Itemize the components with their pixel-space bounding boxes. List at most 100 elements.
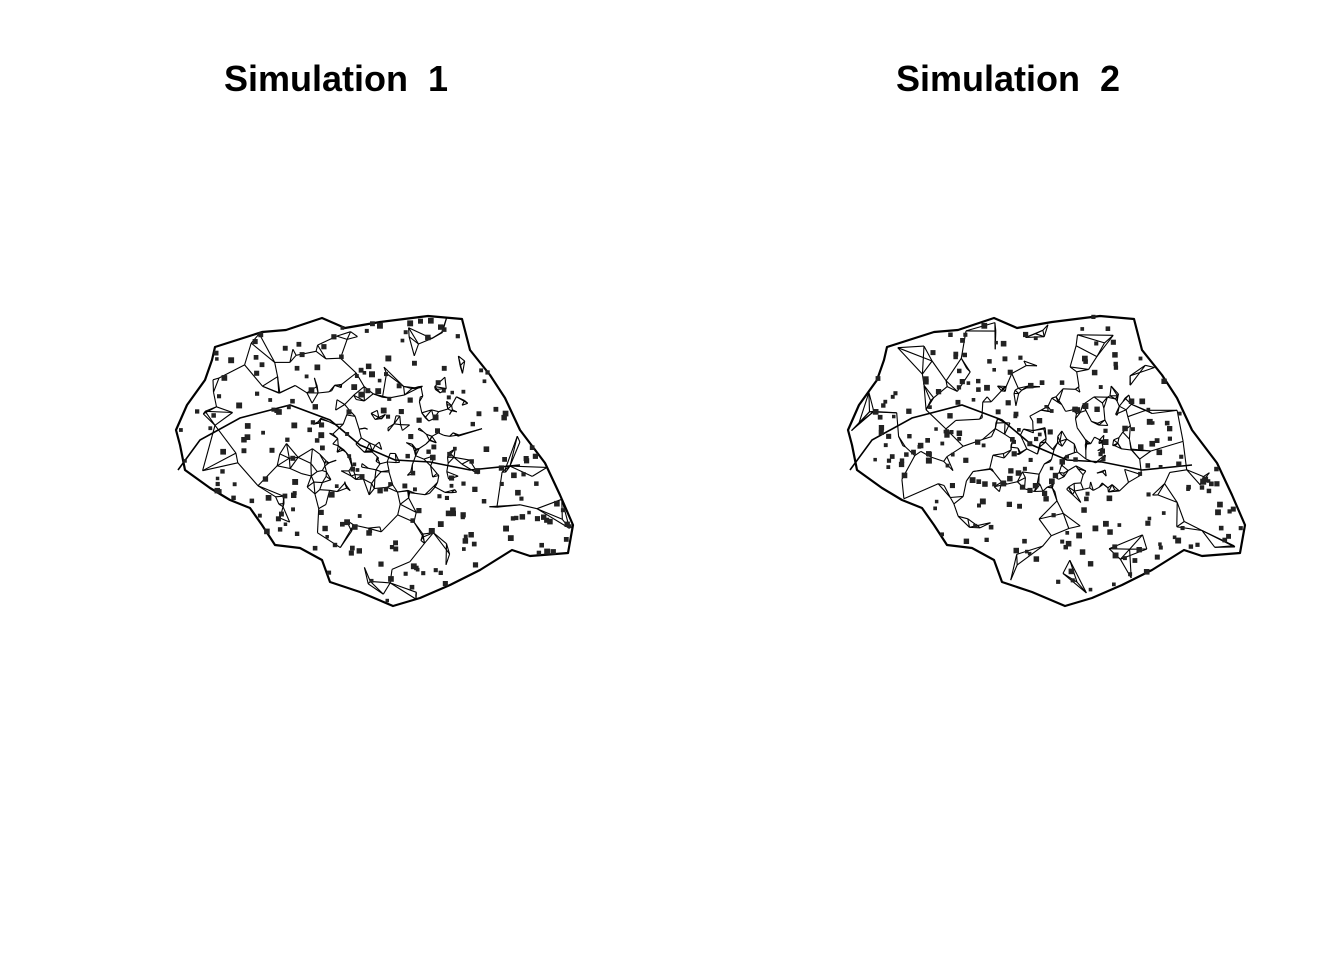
simulated-point [277, 527, 283, 532]
simulated-point [1082, 403, 1089, 409]
simulated-point [1044, 405, 1048, 409]
street-segment [1113, 437, 1120, 441]
street-segment [1058, 472, 1065, 478]
street-segment [314, 489, 321, 495]
simulated-point [906, 408, 912, 414]
street-segment [315, 344, 319, 352]
simulated-point [380, 407, 387, 414]
simulated-point [950, 452, 955, 457]
street-segment [1118, 401, 1124, 407]
street-segment [370, 409, 378, 414]
simulated-point [519, 496, 524, 501]
simulated-point [450, 507, 456, 513]
street-segment [306, 486, 316, 495]
simulated-point [1112, 352, 1118, 358]
street-segment [391, 561, 411, 570]
street-segment [1098, 482, 1103, 488]
simulated-point [1070, 578, 1075, 583]
street-segment [1059, 438, 1067, 442]
street-segment [446, 463, 449, 472]
simulated-point [307, 427, 312, 433]
simulated-point [979, 498, 986, 505]
street-segment [925, 400, 932, 411]
street-segment [353, 394, 365, 402]
street-segment [400, 424, 403, 431]
simulated-point [550, 549, 556, 555]
simulated-point [544, 548, 551, 555]
street-segment [1186, 469, 1204, 478]
street-segment [536, 508, 563, 520]
street-segment [409, 542, 425, 563]
street-segment [438, 408, 449, 413]
street-segment [1045, 441, 1053, 450]
simulated-point [1138, 444, 1144, 450]
simulated-point [445, 510, 452, 517]
street-segment [1021, 471, 1026, 478]
simulated-point [460, 512, 466, 518]
street-segment [946, 456, 954, 471]
street-segment [1069, 345, 1077, 368]
street-segment [1011, 365, 1027, 374]
street-segment [1075, 334, 1079, 346]
map-panel-simulation-2: Simulation 2 [672, 0, 1344, 960]
simulated-point [1164, 420, 1170, 426]
simulated-point [294, 365, 300, 371]
street-segment [1018, 389, 1023, 394]
street-segment [403, 386, 406, 395]
street-segment [374, 441, 380, 446]
street-segment [408, 497, 417, 513]
simulated-point [318, 432, 325, 439]
street-segment [417, 427, 420, 430]
simulated-point [1065, 454, 1069, 459]
simulated-point [501, 414, 507, 421]
street-segment [370, 412, 380, 418]
street-segment [504, 469, 507, 473]
street-segment [374, 471, 382, 479]
street-segment [375, 456, 378, 462]
street-segment [1083, 396, 1095, 405]
simulated-point [290, 398, 295, 404]
street-segment [312, 448, 321, 455]
simulated-point [283, 522, 288, 526]
simulated-point [1079, 549, 1086, 555]
street-segment [1023, 360, 1027, 366]
street-segment [989, 455, 994, 469]
street-segment [1089, 487, 1094, 491]
street-segment [421, 409, 432, 414]
simulated-point [1112, 582, 1116, 587]
street-segment [317, 469, 323, 473]
street-segment [1010, 554, 1018, 581]
street-segment [958, 515, 968, 520]
simulated-point [1139, 398, 1146, 405]
simulated-point [217, 394, 222, 399]
simulated-point [1042, 490, 1048, 496]
simulated-point [339, 354, 344, 360]
street-segment [982, 396, 988, 403]
street-segment [1043, 428, 1047, 439]
street-segment [1079, 404, 1084, 413]
street-segment [451, 405, 453, 410]
street-segment [285, 443, 290, 459]
street-segment [1085, 410, 1092, 422]
street-segment [1056, 500, 1064, 514]
street-segment [430, 465, 434, 478]
simulated-point [377, 322, 383, 329]
street-segment [344, 394, 355, 405]
simulated-point [388, 482, 393, 487]
street-segment [520, 504, 538, 510]
street-segment [310, 471, 318, 477]
street-segment [1182, 441, 1188, 470]
street-segment [1130, 448, 1151, 452]
street-segment [967, 518, 981, 529]
street-segment [392, 484, 398, 493]
street-segment [994, 331, 997, 350]
simulated-point [481, 499, 487, 504]
simulated-point [514, 515, 519, 521]
simulated-point [881, 403, 886, 408]
simulated-point [934, 427, 938, 431]
street-segment [1157, 483, 1166, 496]
street-segment [1026, 448, 1038, 455]
street-segment [244, 364, 263, 387]
street-segment [1013, 393, 1017, 406]
simulated-point [1007, 475, 1013, 482]
